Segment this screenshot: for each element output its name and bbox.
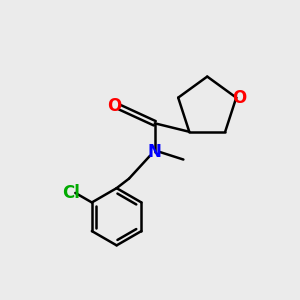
- Text: Cl: Cl: [63, 184, 80, 202]
- Text: N: N: [148, 143, 162, 161]
- Text: O: O: [106, 97, 121, 115]
- Text: O: O: [232, 89, 246, 107]
